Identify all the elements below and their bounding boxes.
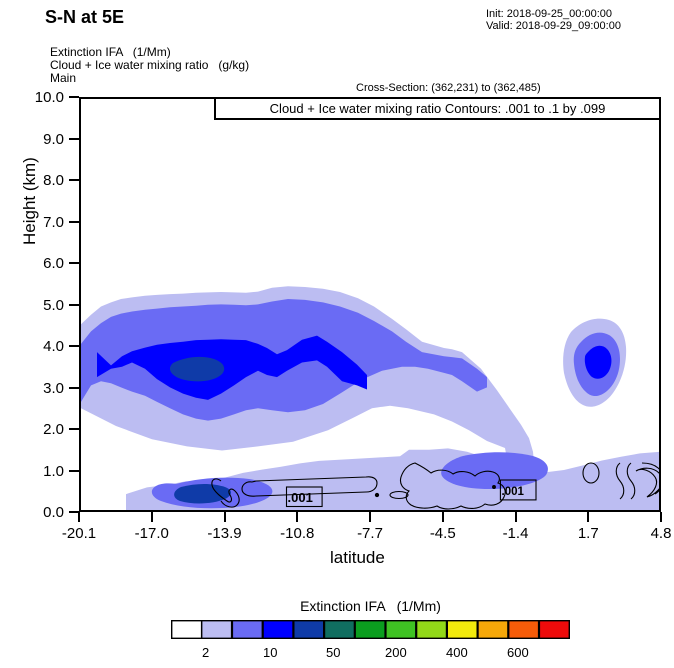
svg-text:.001: .001 bbox=[502, 486, 525, 498]
svg-text:.001: .001 bbox=[288, 490, 313, 505]
